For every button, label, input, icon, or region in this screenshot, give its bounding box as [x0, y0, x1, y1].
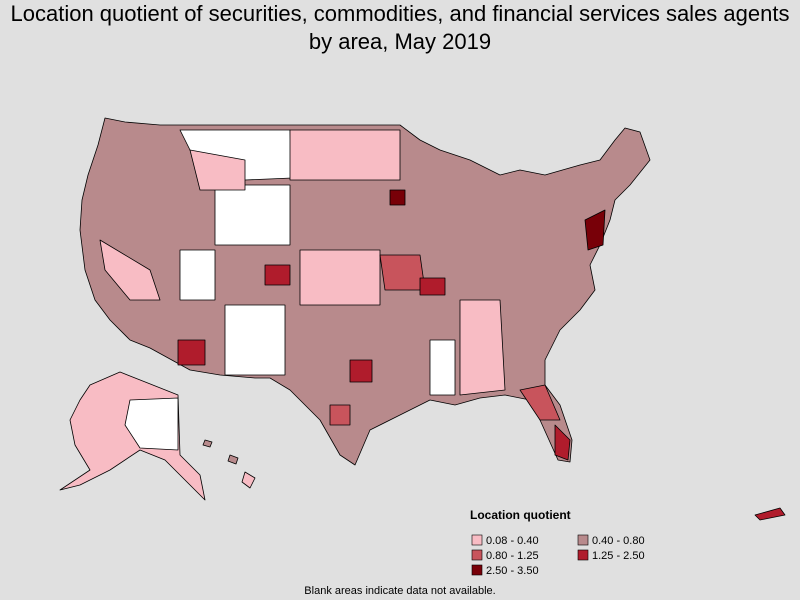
area-top [389, 189, 406, 206]
area-top [584, 209, 606, 251]
legend-label: 1.25 - 2.50 [592, 550, 645, 562]
area-mid [519, 384, 561, 421]
area-high [349, 359, 373, 383]
legend-label: 0.40 - 0.80 [592, 535, 645, 547]
area-low [289, 129, 401, 181]
map-areas [59, 117, 786, 521]
legend-label: 2.50 - 3.50 [486, 565, 539, 577]
blank-area [429, 339, 456, 396]
legend-label: 0.80 - 1.25 [486, 550, 539, 562]
area-mid [379, 254, 426, 291]
area-low [459, 299, 506, 396]
legend: Location quotient 0.08 - 0.40 0.40 - 0.80… [470, 508, 645, 577]
area-high [177, 339, 206, 366]
legend-swatch [577, 549, 589, 561]
area-high [554, 424, 571, 461]
legend-swatch [471, 564, 483, 576]
map-title: Location quotient of securities, commodi… [10, 1, 790, 54]
hawaii [202, 439, 213, 448]
area-high [419, 277, 446, 296]
area-low [299, 249, 381, 306]
legend-swatch [471, 534, 483, 546]
legend-label: 0.08 - 0.40 [486, 535, 539, 547]
blank-area [179, 249, 216, 301]
hawaii [241, 471, 256, 489]
hawaii [227, 454, 239, 465]
area-low [189, 149, 246, 191]
puerto-rico [754, 507, 786, 521]
blank-area [214, 184, 291, 246]
area-high [264, 264, 291, 286]
area-mid [329, 404, 351, 426]
footnote: Blank areas indicate data not available. [304, 585, 495, 597]
blank-area [224, 304, 286, 376]
legend-title: Location quotient [470, 508, 571, 522]
area-low [99, 239, 161, 301]
legend-swatch [471, 549, 483, 561]
legend-swatch [577, 534, 589, 546]
alaska-blank [124, 397, 179, 451]
